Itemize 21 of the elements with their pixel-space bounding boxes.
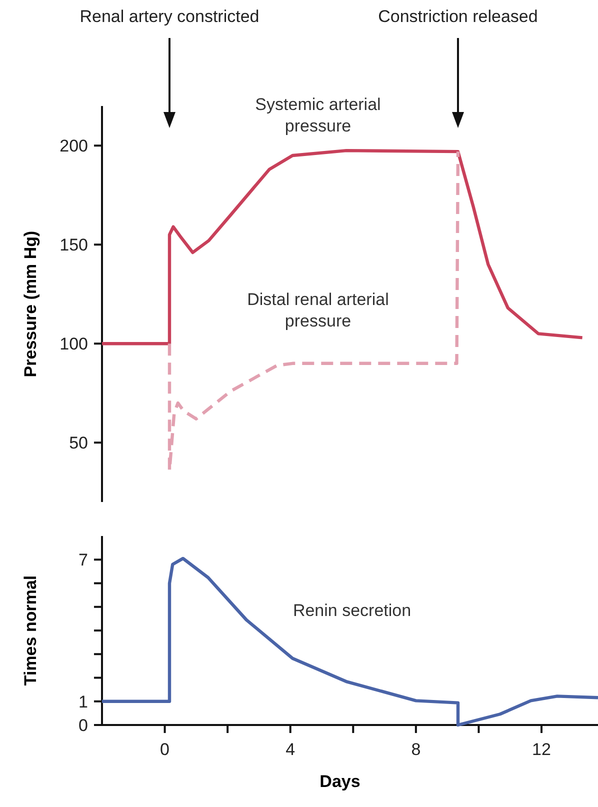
- line-series: [100, 148, 584, 346]
- y-tick-label: 200: [60, 136, 88, 156]
- y-axis-title: Pressure (mm Hg): [21, 230, 40, 378]
- x-tick-label: 8: [411, 740, 421, 759]
- series-label: Systemic arterial pressure: [255, 95, 381, 136]
- x-tick-label: 0: [160, 740, 170, 759]
- x-axis-title: Days: [320, 772, 360, 791]
- y-tick-label: 50: [69, 434, 88, 453]
- annotation: Constriction released: [378, 7, 538, 26]
- y-tick-label: 7: [78, 550, 88, 570]
- y-tick-label: 1: [78, 692, 88, 712]
- x-tick-label: 4: [286, 740, 296, 759]
- series-label: Distal renal arterial pressure: [247, 290, 389, 330]
- series-label: Renin secretion: [292, 601, 412, 620]
- y-tick-label: 0: [78, 716, 88, 735]
- y-tick-label: 150: [60, 236, 88, 255]
- x-tick-label: 12: [532, 740, 551, 759]
- y-axis-title: Times normal: [21, 575, 40, 686]
- line-series: [168, 150, 460, 472]
- y-tick-label: 100: [60, 334, 88, 354]
- annotation: Renal artery constricted: [80, 7, 260, 26]
